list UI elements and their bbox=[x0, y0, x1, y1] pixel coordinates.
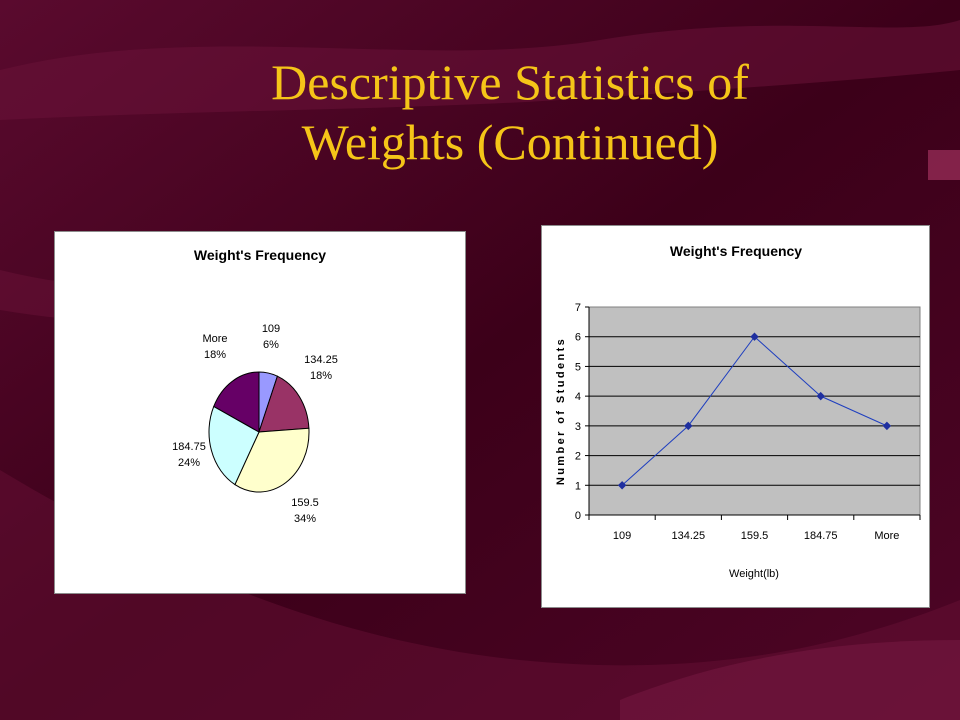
y-tick-label: 3 bbox=[575, 421, 581, 433]
y-tick-label: 5 bbox=[575, 361, 581, 373]
slide-title-line-1: Descriptive Statistics of bbox=[271, 54, 749, 110]
pie-label-category: More bbox=[202, 333, 227, 345]
pie-label-percent: 18% bbox=[310, 370, 332, 382]
slide-title-line-2: Weights (Continued) bbox=[301, 114, 719, 170]
pie-slice-more bbox=[213, 371, 260, 433]
x-tick-label: 159.5 bbox=[741, 530, 769, 542]
x-tick-label: 109 bbox=[613, 530, 631, 542]
pie-chart-panel: Weight's Frequency 109 6% 134.25 18% 159.5 34… bbox=[54, 231, 466, 594]
data-point-marker bbox=[816, 391, 825, 401]
pie-label-percent: 24% bbox=[178, 457, 200, 469]
x-tick-label: 134.25 bbox=[671, 530, 705, 542]
pie-slice-184-75 bbox=[208, 405, 260, 486]
y-tick-label: 2 bbox=[575, 451, 581, 463]
pie-chart: Weight's Frequency 109 6% 134.25 18% 159.5 34… bbox=[172, 247, 338, 525]
plot-area bbox=[588, 306, 921, 516]
slide-title: Descriptive Statistics of Weights (Conti… bbox=[150, 52, 870, 172]
pie-slice-134-25 bbox=[258, 375, 310, 433]
y-axis-title: Number of Students bbox=[555, 337, 567, 485]
line-chart: Weight's Frequency 0 1 2 3 4 5 6 7 109 134.25 159… bbox=[555, 243, 921, 580]
y-tick-label: 4 bbox=[575, 391, 581, 403]
x-axis-title: Weight(lb) bbox=[729, 568, 779, 580]
pie-label-category: 159.5 bbox=[291, 497, 319, 509]
data-point-marker bbox=[617, 481, 627, 490]
pie-slice-159-5 bbox=[234, 427, 310, 493]
pie-label-percent: 18% bbox=[204, 349, 226, 361]
pie-label-percent: 6% bbox=[263, 339, 279, 351]
data-point-marker bbox=[882, 421, 892, 431]
pie-label-percent: 34% bbox=[294, 513, 316, 525]
pie-label-category: 134.25 bbox=[304, 354, 338, 366]
data-point-marker bbox=[750, 332, 759, 341]
y-tick-label: 7 bbox=[575, 302, 581, 314]
y-tick-label: 1 bbox=[575, 480, 581, 492]
data-point-marker bbox=[684, 421, 693, 431]
x-tick-label: More bbox=[874, 530, 899, 542]
y-tick-label: 0 bbox=[575, 510, 581, 522]
pie-label-category: 109 bbox=[262, 323, 280, 335]
pie-label-category: 184.75 bbox=[172, 441, 206, 453]
line-chart-panel: Weight's Frequency 0 1 2 3 4 5 6 7 109 134.25 159… bbox=[541, 225, 930, 608]
pie-chart-title: Weight's Frequency bbox=[194, 247, 326, 263]
line-chart-title: Weight's Frequency bbox=[670, 243, 802, 259]
x-tick-label: 184.75 bbox=[804, 530, 838, 542]
y-tick-label: 6 bbox=[575, 332, 581, 344]
